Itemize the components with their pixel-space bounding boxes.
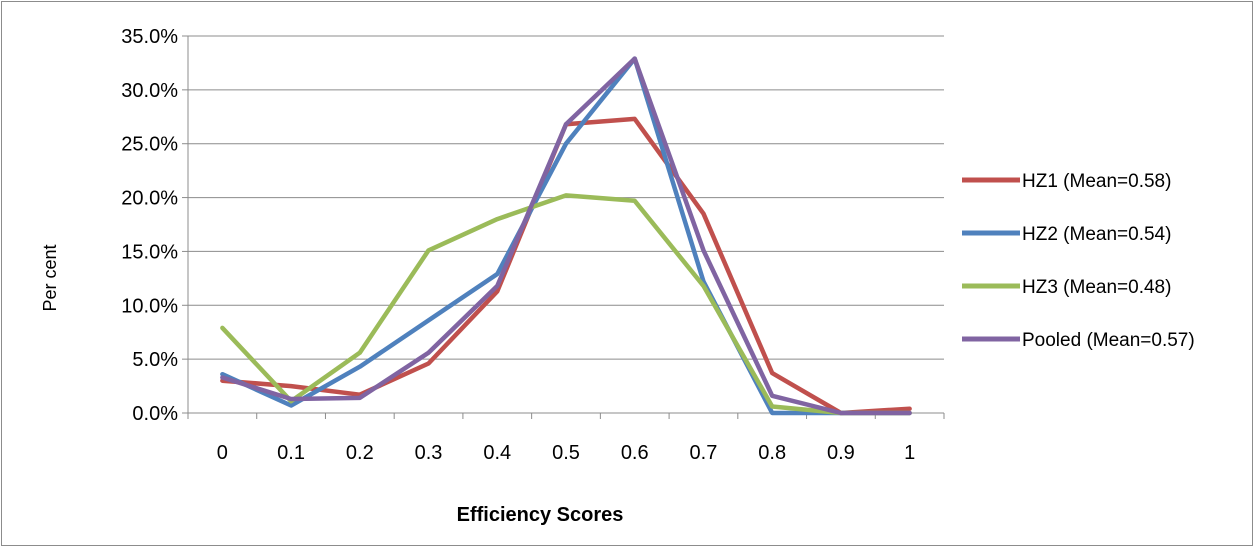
series-line-1 [220,116,912,416]
series-line-2 [220,56,912,416]
x-tick-label: 0.8 [758,442,786,464]
y-tick-label: 20.0% [121,188,178,210]
x-tick-label: 0.2 [346,442,374,464]
x-tick-label: 1 [904,442,915,464]
x-tick-label: 0.1 [277,442,305,464]
y-tick-labels: 0.0% 5.0% 10.0% 15.0% 20.0% 25.0% 30.0% 35.0% [121,26,178,425]
x-tick-label: 0.9 [827,442,855,464]
y-tick-label: 30.0% [121,80,178,102]
x-tick-label: 0.4 [483,442,511,464]
legend-label-2: HZ2 (Mean=0.54) [1022,224,1171,245]
x-tick-labels: 0 0.1 0.2 0.3 0.4 0.5 0.6 0.7 0.8 0.9 1 [217,442,915,464]
legend: HZ1 (Mean=0.58) HZ2 (Mean=0.54) HZ3 (Mean=… [962,171,1195,351]
x-tick-label: 0.7 [690,442,718,464]
y-tick-label: 25.0% [121,134,178,156]
series-line-3 [220,193,912,416]
y-tick-label: 35.0% [121,26,178,48]
series-line-4 [220,56,912,416]
y-tick-label: 5.0% [132,349,178,371]
x-tick-label: 0 [217,442,228,464]
x-axis-title: Efficiency Scores [457,504,624,526]
y-tick-label: 15.0% [121,241,178,263]
x-tick-label: 0.3 [415,442,443,464]
legend-label-1: HZ1 (Mean=0.58) [1022,171,1171,192]
series-lines [220,56,912,416]
x-tick-label: 0.6 [621,442,649,464]
y-tick-label: 10.0% [121,295,178,317]
legend-label-4: Pooled (Mean=0.57) [1022,330,1195,351]
axes [182,35,945,419]
y-tick-label: 0.0% [132,403,178,425]
legend-label-3: HZ3 (Mean=0.48) [1022,277,1171,298]
x-tick-label: 0.5 [552,442,580,464]
y-axis-title: Per cent [40,244,60,311]
